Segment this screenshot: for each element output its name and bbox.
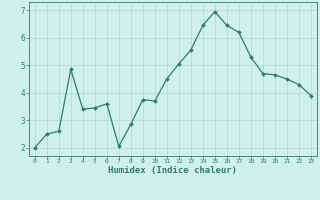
X-axis label: Humidex (Indice chaleur): Humidex (Indice chaleur) <box>108 166 237 175</box>
